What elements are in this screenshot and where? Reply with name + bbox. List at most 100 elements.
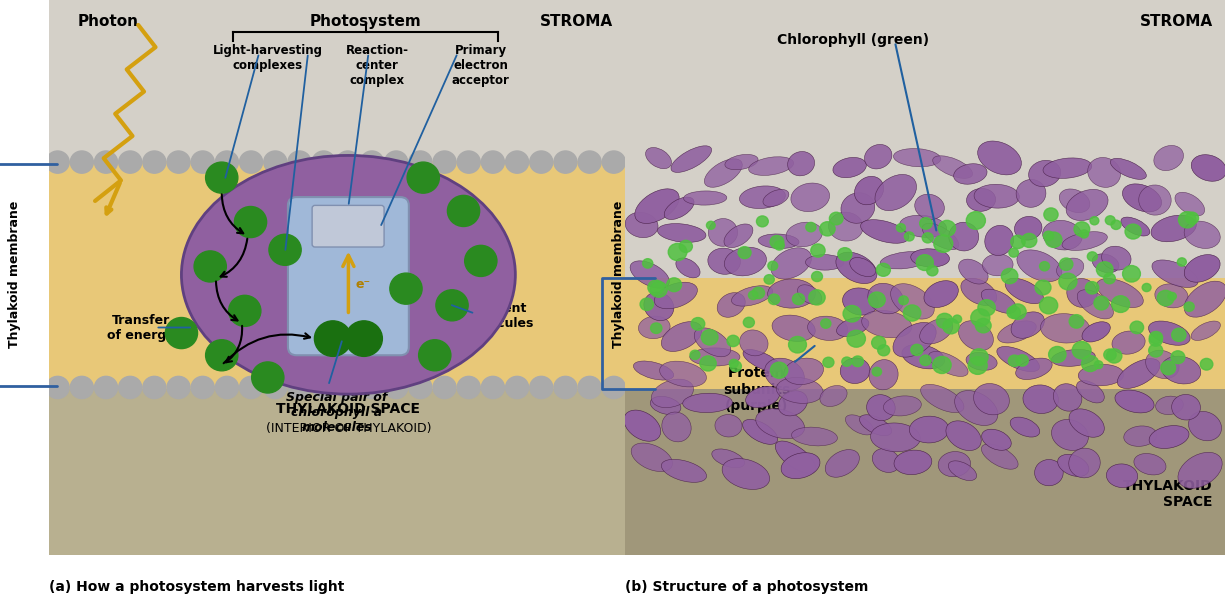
Circle shape: [457, 376, 480, 398]
Text: (INTERIOR OF THYLAKOID): (INTERIOR OF THYLAKOID): [266, 422, 431, 435]
Ellipse shape: [652, 379, 693, 407]
Circle shape: [1149, 344, 1163, 357]
Circle shape: [899, 296, 909, 305]
Circle shape: [216, 376, 239, 398]
Circle shape: [932, 356, 951, 373]
Circle shape: [194, 251, 227, 282]
Circle shape: [1096, 262, 1114, 277]
Ellipse shape: [740, 330, 768, 356]
Circle shape: [679, 240, 692, 253]
Circle shape: [823, 357, 834, 367]
Ellipse shape: [644, 292, 674, 321]
Ellipse shape: [861, 220, 909, 243]
Ellipse shape: [784, 358, 823, 384]
Circle shape: [1161, 361, 1176, 375]
Circle shape: [707, 221, 715, 229]
Circle shape: [970, 309, 990, 326]
Ellipse shape: [959, 259, 989, 284]
Ellipse shape: [807, 316, 848, 340]
Ellipse shape: [949, 222, 979, 251]
Ellipse shape: [1149, 321, 1191, 345]
Ellipse shape: [1060, 189, 1090, 213]
Circle shape: [744, 317, 755, 328]
Circle shape: [690, 350, 699, 359]
Ellipse shape: [1185, 221, 1220, 248]
Ellipse shape: [974, 184, 1019, 208]
Ellipse shape: [867, 283, 904, 314]
Circle shape: [757, 216, 768, 227]
Circle shape: [920, 355, 931, 365]
Ellipse shape: [1062, 232, 1107, 251]
Circle shape: [1200, 359, 1213, 370]
Circle shape: [240, 376, 262, 398]
Bar: [49, 161, 625, 389]
Ellipse shape: [883, 396, 921, 416]
Text: Protein
subunits
(purple): Protein subunits (purple): [723, 367, 790, 413]
Circle shape: [1158, 290, 1174, 306]
Ellipse shape: [958, 321, 993, 351]
Ellipse shape: [837, 317, 869, 337]
Circle shape: [876, 264, 891, 276]
Ellipse shape: [866, 395, 895, 421]
Circle shape: [165, 318, 197, 348]
Ellipse shape: [981, 444, 1018, 469]
Circle shape: [432, 151, 456, 173]
Circle shape: [94, 376, 118, 398]
Ellipse shape: [1191, 155, 1225, 181]
Ellipse shape: [920, 318, 953, 344]
Ellipse shape: [1056, 258, 1084, 279]
Ellipse shape: [638, 316, 670, 339]
Circle shape: [1131, 321, 1144, 334]
Circle shape: [263, 376, 287, 398]
Circle shape: [1178, 212, 1196, 228]
Circle shape: [838, 248, 851, 260]
Ellipse shape: [625, 212, 658, 238]
Ellipse shape: [635, 189, 679, 223]
Circle shape: [481, 376, 505, 398]
Ellipse shape: [840, 193, 875, 223]
Ellipse shape: [1067, 279, 1098, 307]
Ellipse shape: [1011, 312, 1045, 339]
Ellipse shape: [967, 353, 997, 370]
Circle shape: [1085, 282, 1099, 294]
Circle shape: [288, 376, 311, 398]
Ellipse shape: [775, 441, 816, 473]
Circle shape: [234, 207, 267, 237]
Ellipse shape: [1011, 417, 1040, 437]
Circle shape: [47, 151, 69, 173]
Ellipse shape: [1149, 426, 1189, 448]
Ellipse shape: [1110, 159, 1147, 179]
Circle shape: [872, 336, 886, 349]
Circle shape: [975, 318, 991, 333]
Bar: [49, 389, 625, 555]
Circle shape: [953, 315, 962, 323]
Circle shape: [1105, 216, 1115, 225]
Ellipse shape: [788, 151, 815, 176]
Ellipse shape: [1101, 246, 1131, 270]
Ellipse shape: [1145, 350, 1180, 379]
Ellipse shape: [1178, 453, 1223, 489]
Circle shape: [691, 318, 704, 330]
Circle shape: [360, 376, 383, 398]
Ellipse shape: [1077, 381, 1104, 403]
Text: Thylakoid membrane: Thylakoid membrane: [9, 201, 21, 348]
Circle shape: [554, 376, 577, 398]
Circle shape: [811, 244, 826, 257]
Ellipse shape: [1042, 220, 1082, 250]
Ellipse shape: [782, 453, 820, 479]
Ellipse shape: [662, 459, 707, 483]
Circle shape: [1022, 234, 1036, 248]
Circle shape: [506, 376, 529, 398]
Text: THYLAKOID
SPACE: THYLAKOID SPACE: [1123, 479, 1213, 509]
Ellipse shape: [1006, 278, 1044, 304]
Circle shape: [771, 235, 784, 248]
Ellipse shape: [1117, 359, 1160, 389]
Ellipse shape: [708, 248, 740, 274]
Text: Special pair of
chlorophyll a
molecules: Special pair of chlorophyll a molecules: [287, 392, 387, 434]
Ellipse shape: [850, 257, 876, 276]
Ellipse shape: [865, 145, 892, 169]
Ellipse shape: [654, 282, 697, 309]
Ellipse shape: [777, 378, 823, 403]
Circle shape: [419, 340, 451, 371]
Ellipse shape: [880, 251, 931, 269]
